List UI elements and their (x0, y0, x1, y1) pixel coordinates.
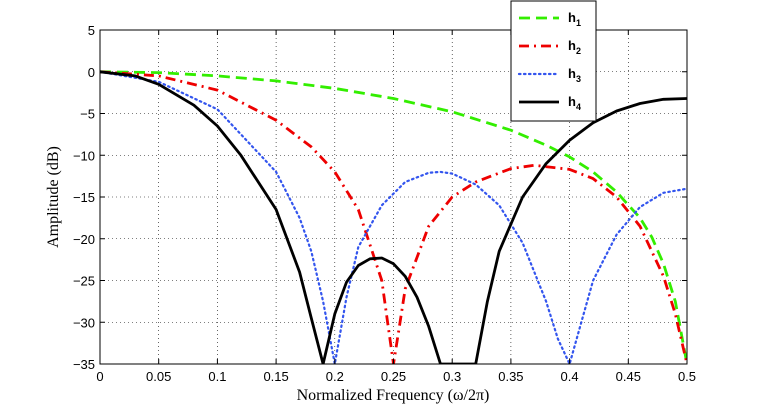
y-tick-label: −10 (73, 148, 95, 163)
legend-label-h1: h1 (568, 10, 581, 28)
y-tick-label: −30 (73, 315, 95, 330)
series-line-h2 (100, 70, 687, 364)
y-tick-label: −35 (73, 357, 95, 372)
x-tick-label: 0.1 (208, 369, 226, 384)
series-line-h1 (100, 70, 687, 364)
y-tick-label: 5 (88, 23, 95, 38)
y-tick-label: −15 (73, 190, 95, 205)
y-tick-label: −5 (80, 107, 95, 122)
series-line-h4 (100, 70, 687, 364)
tick-labels: 0 0.05 0.1 0.15 0.2 0.25 0.3 0.35 0.4 0.45 0.5 5 0 −5… (73, 23, 696, 384)
legend: h1 h2 h3 h4 (510, 0, 597, 122)
x-tick-label: 0.2 (326, 369, 344, 384)
y-tick-label: −20 (73, 232, 95, 247)
y-axis-label: Amplitude (dB) (45, 146, 62, 248)
x-axis-label: Normalized Frequency (ω/2π) (297, 387, 490, 404)
legend-label-h3: h3 (568, 66, 581, 84)
y-tick-label: 0 (88, 65, 95, 80)
x-tick-label: 0.5 (678, 369, 696, 384)
x-tick-label: 0.05 (146, 369, 171, 384)
x-tick-label: 0.35 (498, 369, 523, 384)
x-tick-label: 0.15 (263, 369, 288, 384)
series-line-h3 (100, 70, 687, 364)
y-tick-label: −25 (73, 274, 95, 289)
x-tick-label: 0.3 (443, 369, 461, 384)
x-tick-label: 0.45 (616, 369, 641, 384)
x-tick-label: 0.4 (561, 369, 579, 384)
legend-label-h2: h2 (568, 38, 581, 56)
x-tick-label: 0.25 (381, 369, 406, 384)
x-tick-label: 0 (96, 369, 103, 384)
series-group (100, 70, 687, 364)
legend-label-h4: h4 (568, 94, 581, 112)
